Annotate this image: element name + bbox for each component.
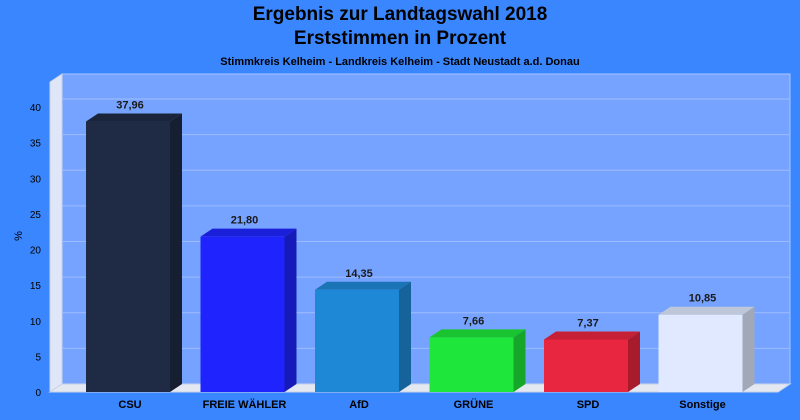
bar-top — [429, 329, 526, 338]
y-tick-label: 0 — [35, 388, 41, 399]
value-label: 37,96 — [116, 100, 144, 112]
y-tick-label: 5 — [35, 352, 41, 363]
y-tick-label: 35 — [30, 139, 42, 150]
bar-front — [86, 121, 170, 392]
bar-side — [742, 306, 755, 392]
x-axis-categories: CSU FREIE WÄHLER AfD GRÜNE SPD Sonstige — [118, 398, 725, 411]
bar-top — [658, 306, 755, 315]
value-label: 7,37 — [577, 317, 598, 329]
chart-subtitle-line2: Erststimmen in Prozent — [293, 28, 507, 49]
bar-top — [544, 331, 640, 340]
bars — [86, 113, 755, 392]
y-tick-label: 20 — [30, 246, 42, 257]
category-label: FREIE WÄHLER — [203, 398, 287, 411]
bar-front — [200, 236, 285, 392]
bar — [200, 228, 297, 392]
value-label: 21,80 — [231, 215, 259, 227]
bar-top — [200, 228, 297, 237]
y-axis-ticks: 0 5 10 15 20 25 30 35 40 — [30, 103, 42, 399]
bar-front — [315, 289, 399, 392]
bar-side — [399, 281, 411, 392]
bar-side — [513, 329, 526, 392]
bar — [86, 113, 182, 392]
bar — [315, 281, 411, 392]
y-axis-label: % — [13, 231, 25, 241]
bar — [429, 329, 526, 392]
bar — [658, 306, 755, 392]
bar — [544, 331, 640, 392]
category-label: Sonstige — [679, 399, 725, 411]
bar-top — [86, 113, 182, 122]
category-label: AfD — [349, 399, 369, 411]
y-tick-label: 30 — [30, 174, 42, 185]
y-tick-label: 40 — [30, 103, 42, 114]
y-tick-label: 10 — [30, 317, 42, 328]
y-tick-label: 15 — [30, 281, 42, 292]
category-label: SPD — [577, 399, 600, 411]
bar-side — [284, 228, 297, 392]
value-label: 7,66 — [463, 315, 484, 327]
y-tick-label: 25 — [30, 210, 42, 221]
bar-front — [429, 337, 514, 392]
value-label: 14,35 — [345, 268, 373, 280]
bar-top — [315, 281, 411, 290]
bar-side — [170, 113, 182, 392]
chart-subtitle: Stimmkreis Kelheim - Landkreis Kelheim -… — [220, 56, 580, 68]
chart-title: Ergebnis zur Landtagswahl 2018 — [252, 4, 548, 25]
category-label: GRÜNE — [454, 398, 494, 411]
bar-front — [658, 314, 743, 392]
category-label: CSU — [118, 399, 141, 411]
bar-front — [544, 339, 628, 392]
value-labels: 37,96 21,80 14,35 7,66 7,37 10,85 — [116, 100, 716, 330]
plot-side-wall — [49, 73, 63, 393]
value-label: 10,85 — [689, 293, 717, 305]
bar-side — [628, 331, 640, 392]
